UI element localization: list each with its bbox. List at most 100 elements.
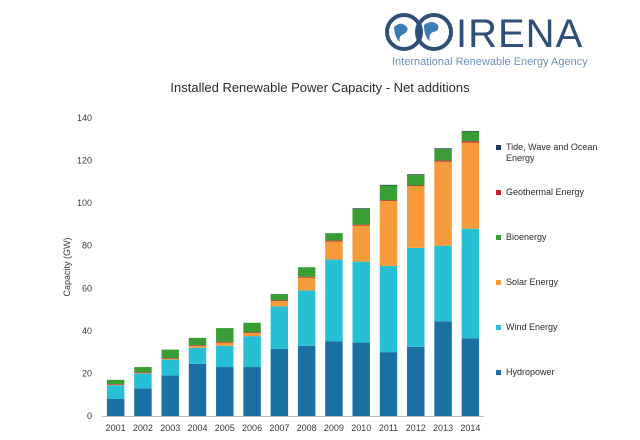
legend-swatch bbox=[496, 190, 501, 195]
x-tick-label: 2003 bbox=[160, 423, 180, 433]
legend-swatch bbox=[496, 325, 501, 330]
bar-segment bbox=[407, 174, 425, 186]
y-tick-label: 140 bbox=[77, 113, 92, 123]
bar-segment bbox=[188, 345, 207, 346]
legend-swatch bbox=[496, 145, 501, 150]
legend-swatch bbox=[496, 280, 501, 285]
bar-segment bbox=[352, 208, 370, 209]
bar-segment bbox=[434, 245, 452, 322]
y-tick-label: 60 bbox=[82, 283, 92, 293]
bar-segment bbox=[188, 337, 207, 346]
bar-segment bbox=[134, 372, 152, 373]
bar-segment bbox=[434, 160, 452, 162]
bar-segment bbox=[106, 379, 125, 385]
bar-segment bbox=[243, 336, 261, 368]
legend-label: Geothermal Energy bbox=[506, 187, 585, 197]
bar-segment bbox=[379, 201, 398, 266]
bar-segment bbox=[134, 388, 152, 416]
bar-segment bbox=[325, 241, 343, 260]
bar-segment bbox=[461, 141, 480, 143]
x-tick-label: 2005 bbox=[215, 423, 235, 433]
x-tick-label: 2008 bbox=[297, 423, 317, 433]
y-tick-label: 40 bbox=[82, 326, 92, 336]
bar-segment bbox=[325, 341, 343, 416]
bar-segment bbox=[161, 358, 179, 360]
legend-label: Wind Energy bbox=[506, 322, 558, 332]
bar-segment bbox=[188, 347, 207, 364]
bar-segment bbox=[352, 261, 370, 343]
legend-label: Bioenergy bbox=[506, 232, 547, 242]
legend-item: Wind Energy bbox=[496, 322, 636, 333]
bar-segment bbox=[407, 174, 425, 175]
bar-segment bbox=[243, 332, 261, 337]
bar-segment bbox=[216, 341, 234, 343]
legend-item: Hydropower bbox=[496, 367, 636, 378]
legend-swatch bbox=[496, 235, 501, 240]
bar-segment bbox=[352, 208, 370, 225]
x-tick-label: 2010 bbox=[351, 423, 371, 433]
y-axis-label: Capacity (GW) bbox=[62, 237, 72, 296]
bar-segment bbox=[297, 276, 316, 278]
bar-segment bbox=[270, 306, 289, 349]
bar-segment bbox=[297, 345, 316, 416]
irena-logo: IRENA International Renewable Energy Age… bbox=[384, 6, 604, 74]
x-tick-label: 2002 bbox=[133, 423, 153, 433]
y-tick-label: 0 bbox=[87, 411, 92, 421]
bar-segment bbox=[434, 161, 452, 246]
bar-segment bbox=[297, 290, 316, 346]
bar-segment bbox=[461, 130, 480, 132]
bar-segment bbox=[461, 142, 480, 229]
bar-segment bbox=[461, 338, 480, 416]
bar-segment bbox=[106, 384, 125, 385]
legend-label: Hydropower bbox=[506, 367, 555, 377]
x-tick-label: 2014 bbox=[460, 423, 480, 433]
bar-segment bbox=[134, 367, 152, 373]
legend-label: Solar Energy bbox=[506, 277, 559, 287]
globe-logo-icon bbox=[385, 13, 453, 51]
bar-segment bbox=[188, 363, 207, 416]
legend-label: Tide, Wave and Ocean Energy bbox=[506, 142, 598, 163]
x-tick-label: 2001 bbox=[106, 423, 126, 433]
y-tick-label: 100 bbox=[77, 198, 92, 208]
bar-segment bbox=[297, 277, 316, 291]
bar-segment bbox=[434, 321, 452, 416]
legend-item: Solar Energy bbox=[496, 277, 636, 288]
bar-segment bbox=[461, 131, 480, 142]
logo-name: IRENA bbox=[456, 12, 584, 56]
chart-title: Installed Renewable Power Capacity - Net… bbox=[170, 80, 470, 95]
bar-segment bbox=[188, 345, 207, 348]
x-tick-label: 2013 bbox=[433, 423, 453, 433]
bar-segment bbox=[243, 332, 261, 333]
bar-segment bbox=[216, 342, 234, 346]
bar-segment bbox=[243, 322, 261, 333]
legend-item: Geothermal Energy bbox=[496, 187, 636, 198]
x-tick-label: 2004 bbox=[187, 423, 207, 433]
bar-segment bbox=[161, 359, 179, 376]
bar-segment bbox=[106, 384, 125, 386]
bar-segment bbox=[216, 345, 234, 368]
bar-segment bbox=[134, 373, 152, 389]
bar-segment bbox=[379, 352, 398, 416]
legend-item: Bioenergy bbox=[496, 232, 636, 243]
bar-segment bbox=[243, 367, 261, 416]
y-tick-label: 80 bbox=[82, 241, 92, 251]
legend-item: Tide, Wave and Ocean Energy bbox=[496, 142, 636, 164]
bar-segment bbox=[134, 372, 152, 374]
bar-segment bbox=[161, 358, 179, 359]
y-tick-label: 120 bbox=[77, 156, 92, 166]
legend-swatch bbox=[496, 370, 501, 375]
bar-segment bbox=[407, 185, 425, 187]
bar-segment bbox=[270, 348, 289, 416]
bar-segment bbox=[325, 259, 343, 342]
y-tick-label: 20 bbox=[82, 368, 92, 378]
x-tick-label: 2007 bbox=[269, 423, 289, 433]
bar-segment bbox=[434, 148, 452, 149]
bar-segment bbox=[352, 225, 370, 262]
bar-segment bbox=[379, 184, 398, 186]
bar-segment bbox=[407, 346, 425, 416]
bar-segment bbox=[379, 185, 398, 201]
bar-segment bbox=[407, 186, 425, 248]
bar-segment bbox=[407, 247, 425, 347]
bar-segment bbox=[270, 294, 289, 301]
